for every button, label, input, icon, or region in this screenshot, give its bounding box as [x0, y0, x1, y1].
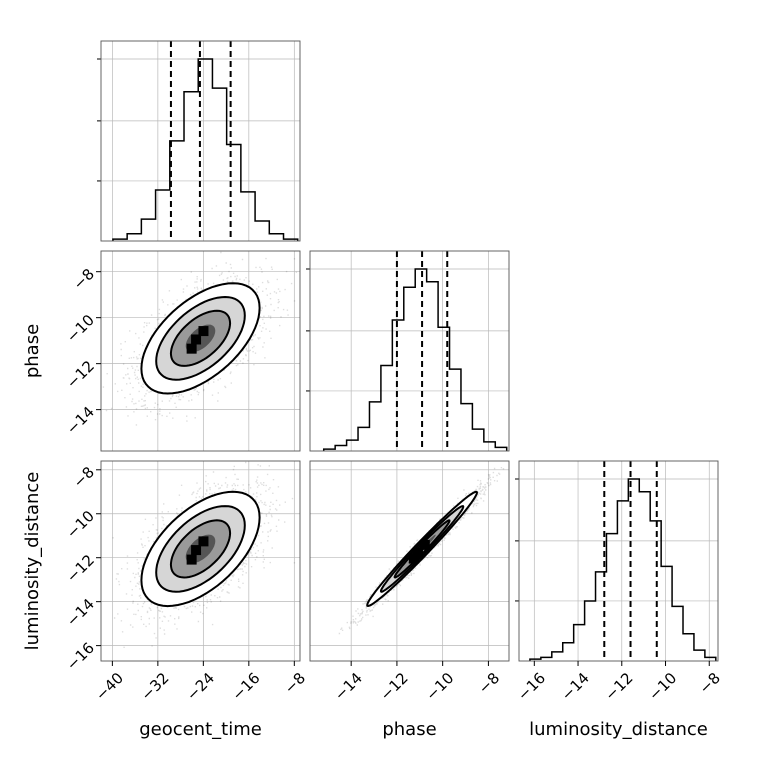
x-tick-label: −24	[183, 669, 218, 704]
panel-frame	[100, 460, 301, 662]
density-peak-cell	[198, 326, 209, 337]
y-tick-label: −12	[63, 357, 98, 392]
panel-frame	[518, 460, 719, 662]
panel-frame	[100, 40, 301, 242]
contour-line	[169, 309, 232, 367]
y-tick-label: −10	[63, 311, 98, 346]
joint-content	[101, 251, 300, 451]
joint-content	[310, 461, 509, 661]
x-axis-label-luminosity_distance: luminosity_distance	[529, 719, 708, 740]
marginal-panel-luminosity_distance	[515, 460, 719, 662]
joint-panel-geocent_time-luminosity_distance: −16 −14 −12 −10 −8	[63, 460, 301, 674]
density-peak-cell	[198, 536, 209, 547]
contour-line	[155, 505, 246, 593]
joint-panel-geocent_time-phase: −14 −12 −10 −8	[63, 250, 301, 452]
panel-frame	[309, 460, 510, 662]
marginal-panel-phase	[306, 250, 510, 452]
panel-frame	[309, 250, 510, 452]
y-tick-label: −14	[63, 595, 98, 630]
x-tick-label: −40	[92, 669, 127, 704]
x-tick-label: −14	[331, 669, 366, 704]
joint-panel-phase-luminosity_distance	[309, 460, 510, 662]
panel-frame	[100, 250, 301, 452]
x-tick-label: −8	[475, 669, 503, 697]
density-peak-cell	[191, 334, 202, 345]
histogram-step-luminosity_distance	[529, 478, 717, 661]
x-tick-label: −8	[696, 669, 724, 697]
contour-line	[393, 519, 451, 579]
y-axis-label-luminosity_distance: luminosity_distance	[22, 472, 43, 651]
contour-line	[379, 505, 465, 593]
joint-content	[101, 461, 300, 661]
contour-line	[366, 490, 479, 608]
x-tick-label: −16	[514, 669, 549, 704]
contour-line	[140, 490, 261, 608]
contour-line	[155, 295, 246, 381]
x-tick-label: −14	[558, 669, 593, 704]
x-tick-label: −12	[601, 669, 636, 704]
x-tick-label: −12	[377, 669, 412, 704]
y-tick-label: −12	[63, 551, 98, 586]
x-tick-label: −8	[281, 669, 309, 697]
x-tick-label: −16	[228, 669, 263, 704]
x-tick-label: −32	[137, 669, 172, 704]
x-tick-label: −10	[645, 669, 680, 704]
x-axis-label-geocent_time: geocent_time	[139, 719, 262, 740]
marginal-panel-geocent_time	[97, 40, 301, 242]
contour-line	[140, 282, 261, 395]
density-peak-cell	[412, 547, 423, 558]
y-tick-label: −14	[63, 403, 98, 438]
x-axis-label-phase: phase	[382, 719, 436, 740]
histogram-step-geocent_time	[112, 58, 299, 241]
density-peak-cell	[419, 539, 430, 550]
y-tick-label: −8	[70, 265, 98, 293]
histogram-step-phase	[322, 268, 508, 451]
density-peak-cell	[408, 553, 419, 564]
y-tick-label: −8	[70, 463, 98, 491]
y-tick-label: −10	[63, 507, 98, 542]
contour-line	[169, 519, 232, 579]
x-tick-label: −10	[422, 669, 457, 704]
density-peak-cell	[186, 343, 197, 354]
density-peak-cell	[191, 545, 202, 556]
y-tick-label: −16	[63, 639, 98, 674]
y-axis-label-phase: phase	[22, 324, 43, 378]
density-peak-cell	[186, 554, 197, 565]
